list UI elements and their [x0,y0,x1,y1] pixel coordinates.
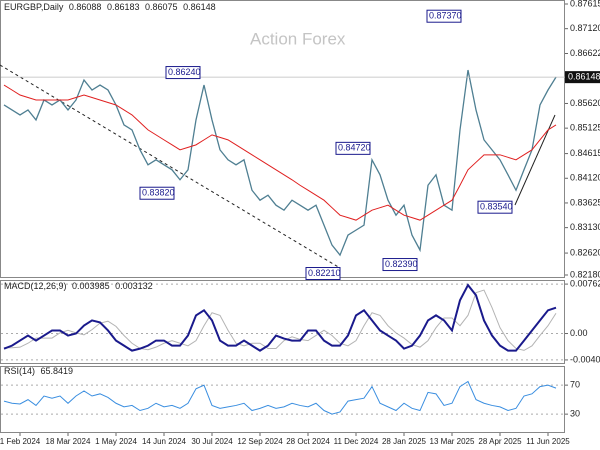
annotation-label: 0.83820 [142,188,175,198]
y-tick-label: 30 [570,409,580,419]
watermark: Action Forex [250,29,346,48]
macd-last: 0.003985 [72,281,110,291]
annotation-box [382,258,418,272]
rsi-last: 65.8419 [41,366,74,376]
current-price-label: 0.86148 [568,72,600,82]
signal-line [4,289,557,351]
y-tick-label: 0.00 [570,328,588,338]
high: 0.86183 [107,2,140,12]
annotation-label: 0.83540 [480,202,513,212]
y-tick-label: 0.84615 [570,148,600,158]
macd-header: MACD(12,26,9) 0.003985 0.003132 [4,281,153,291]
rsi-line [3,380,557,415]
annotation-label: 0.86240 [168,67,201,77]
y-tick-label: 0.83625 [570,197,600,207]
annotation-box [426,9,462,23]
annotation-box [165,66,201,80]
annotation-box [139,186,175,200]
y-tick-label: 0.84120 [570,173,600,183]
trend-line [514,114,556,206]
x-tick-label: 28 Oct 2024 [286,437,330,446]
macd-title: MACD(12,26,9) [4,281,67,291]
y-tick-label: 0.82620 [570,247,600,257]
x-tick-label: 11 Jun 2025 [526,437,570,446]
rsi-title: RSI(14) [4,366,35,376]
y-tick-label: 0.82180 [570,269,600,279]
rsi-pane [0,366,565,433]
x-tick-label: 28 Jan 2025 [382,437,427,446]
annotation-label: 0.87370 [429,11,462,21]
symbol: EURGBP,Daily [4,2,64,12]
x-tick-label: 11 Dec 2024 [334,437,379,446]
x-tick-label: 14 Jun 2024 [142,437,187,446]
y-tick-label: 0.007623 [570,278,600,288]
y-tick-label: 0.85620 [570,98,600,108]
annotation-box [477,200,513,214]
macd-line [3,283,557,352]
price-pane [0,0,565,278]
annotation-label: 0.82210 [308,268,341,278]
y-tick-label: 0.83130 [570,222,600,232]
moving-average-line [3,84,557,221]
x-tick-label: 1 May 2024 [95,437,137,446]
x-tick-label: 18 Mar 2024 [46,437,91,446]
symbol-header: EURGBP,Daily 0.86088 0.86183 0.86075 0.8… [4,2,216,12]
x-tick-label: 28 Apr 2025 [478,437,522,446]
price-line [3,69,557,257]
macd-pane [0,280,565,364]
signal-last: 0.003132 [115,281,153,291]
x-tick-label: 12 Sep 2024 [237,437,283,446]
trend-line [0,64,341,269]
x-tick-label: 30 Jul 2024 [191,437,233,446]
x-tick-label: 13 Mar 2025 [430,437,475,446]
y-tick-label: 0.87615 [570,0,600,8]
low: 0.86075 [145,2,178,12]
close: 0.86148 [183,2,216,12]
y-tick-label: -0.004073 [570,354,600,364]
y-tick-label: 0.86622 [570,48,600,58]
annotation-box [335,141,371,155]
annotation-label: 0.84720 [338,143,371,153]
y-tick-label: 70 [570,380,580,390]
x-tick-label: 1 Feb 2024 [0,437,41,446]
annotation-box [305,267,341,281]
annotation-label: 0.82390 [385,259,418,269]
open: 0.86088 [69,2,102,12]
y-tick-label: 0.87120 [570,23,600,33]
y-tick-label: 0.85125 [570,123,600,133]
current-price-box [565,71,600,84]
rsi-header: RSI(14) 65.8419 [4,366,73,376]
